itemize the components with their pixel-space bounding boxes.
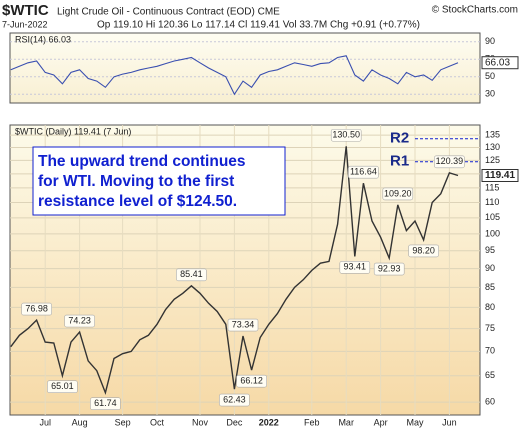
y-tick-label: 50 xyxy=(485,71,495,81)
x-tick-label: Nov xyxy=(192,417,209,427)
annotation-box xyxy=(90,397,121,411)
y-tick-label: 90 xyxy=(485,36,495,46)
note-line: The upward trend continues xyxy=(38,153,246,170)
y-tick-label: 130 xyxy=(485,142,500,152)
y-tick-label: 115 xyxy=(485,182,499,192)
annotation-label: 92.93 xyxy=(378,263,401,273)
last-value-tag xyxy=(481,168,519,182)
y-tick-label: 30 xyxy=(485,89,495,99)
note-box xyxy=(32,146,286,216)
y-tick-label: 95 xyxy=(485,245,495,255)
y-tick-label: 85 xyxy=(485,282,495,292)
annotation-label: 98.20 xyxy=(412,245,435,255)
annotation-box xyxy=(408,244,439,258)
annotation-label: 93.41 xyxy=(344,262,367,272)
y-tick-label: 110 xyxy=(485,197,499,207)
resistance-label: R1 xyxy=(390,153,409,170)
note-line: resistance level of $124.50. xyxy=(38,193,237,210)
annotation-label: 85.41 xyxy=(180,269,203,279)
annotation-box xyxy=(339,261,371,274)
annotation-box xyxy=(434,155,465,169)
annotation-box xyxy=(21,302,52,316)
rsi-panel xyxy=(9,32,481,104)
x-tick-label: Apr xyxy=(374,417,388,427)
annotation-box xyxy=(236,374,267,388)
panel-legend: $WTIC (Daily) 119.41 (7 Jun) xyxy=(15,126,131,136)
annotation-label: 74.23 xyxy=(68,315,91,325)
annotation-box xyxy=(373,262,405,276)
annotation-box xyxy=(227,318,259,332)
annotation-box xyxy=(219,393,250,407)
annotation-box xyxy=(47,380,78,394)
source: © StockCharts.com xyxy=(432,5,518,16)
x-tick-label: 2022 xyxy=(259,417,279,427)
x-tick-label: Sep xyxy=(115,417,131,427)
annotation-label: 116.64 xyxy=(350,167,377,177)
x-tick-label: Dec xyxy=(226,417,243,427)
last-value-label: 66.03 xyxy=(485,57,510,68)
y-tick-label: 125 xyxy=(485,155,500,165)
y-tick-label: 75 xyxy=(485,323,495,333)
y-tick-label: 65 xyxy=(485,370,495,380)
x-tick-label: Aug xyxy=(72,417,88,427)
annotation-label: 76.98 xyxy=(25,303,48,313)
x-tick-label: Jul xyxy=(39,417,51,427)
note-line: for WTI. Moving to the first xyxy=(38,173,234,190)
y-tick-label: 90 xyxy=(485,263,495,273)
y-tick-label: 80 xyxy=(485,302,495,312)
annotation-label: 120.39 xyxy=(436,156,464,166)
last-value-label: 119.41 xyxy=(485,170,515,181)
y-tick-label: 60 xyxy=(485,397,495,407)
y-tick-label: 135 xyxy=(485,129,500,139)
y-tick-label: 70 xyxy=(485,346,495,356)
series-line xyxy=(10,55,459,96)
annotation-label: 61.74 xyxy=(94,398,117,408)
annotation-label: 73.34 xyxy=(232,319,255,329)
x-tick-label: May xyxy=(406,417,424,427)
annotation-box xyxy=(330,128,362,142)
symbol: $WTIC xyxy=(2,2,49,19)
annotation-box xyxy=(176,268,207,282)
annotation-box xyxy=(64,314,95,328)
y-tick-label: 100 xyxy=(485,228,500,238)
x-tick-label: Mar xyxy=(338,417,354,427)
series-line xyxy=(10,146,459,395)
x-tick-label: Jun xyxy=(442,417,457,427)
annotation-box xyxy=(348,165,379,179)
resistance-label: R2 xyxy=(390,130,409,147)
annotation-label: 109.20 xyxy=(384,188,412,198)
annotation-label: 62.43 xyxy=(223,394,246,404)
annotation-box xyxy=(382,187,414,201)
instrument-name: Light Crude Oil - Continuous Contract (E… xyxy=(57,7,280,18)
annotation-label: 66.12 xyxy=(240,376,263,386)
quote: Op 119.10 Hi 120.36 Lo 117.14 Cl 119.41 … xyxy=(97,20,420,31)
panel-legend: RSI(14) 66.03 xyxy=(15,34,71,44)
last-value-tag xyxy=(481,56,519,70)
date: 7-Jun-2022 xyxy=(2,19,48,29)
y-tick-label: 105 xyxy=(485,212,500,222)
annotation-label: 130.50 xyxy=(332,130,360,140)
x-tick-label: Oct xyxy=(150,417,165,427)
x-tick-label: Feb xyxy=(304,417,320,427)
annotation-label: 65.01 xyxy=(51,381,74,391)
